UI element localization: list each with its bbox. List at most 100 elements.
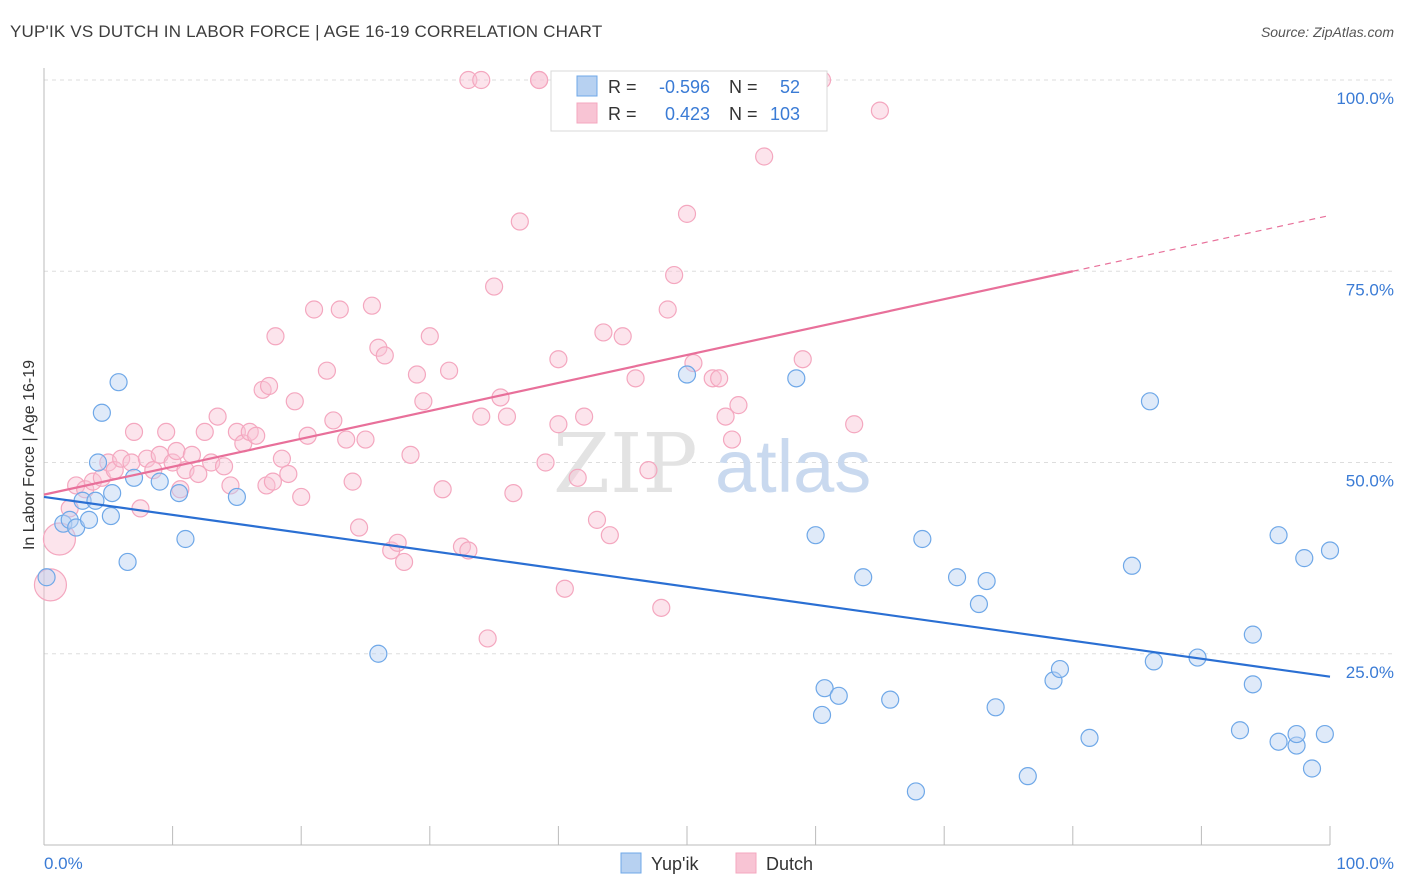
point-yupik-39 [1144,652,1163,671]
point-dutch-94 [755,147,774,166]
stats-legend: R = -0.596 N = 52 R = 0.423 N = 103 [550,70,828,132]
point-yupik-23 [815,679,834,698]
watermark: ZIP atlas [553,417,871,512]
point-yupik-50 [1315,724,1334,744]
trend-line-dutch [43,270,1074,496]
y-tick-label-3: 25.0% [1346,663,1394,682]
point-yupik-0 [37,568,56,587]
point-dutch-48 [349,518,369,537]
stats-legend-swatch-yupik [576,75,598,97]
stats-n-value-dutch: 103 [770,104,800,124]
point-yupik-48 [1295,549,1314,568]
point-yupik-8 [88,453,108,472]
point-yupik-36 [1080,728,1099,748]
point-yupik-45 [1269,732,1288,751]
point-dutch-98 [459,70,478,90]
point-dutch-36 [266,327,285,346]
point-dutch-50 [362,296,382,315]
point-dutch-34 [259,376,279,396]
point-yupik-35 [1050,659,1070,679]
y-tick-label-2: 50.0% [1346,472,1394,491]
point-dutch-27 [221,476,240,495]
point-yupik-15 [169,484,189,503]
point-yupik-16 [176,529,195,549]
point-dutch-84 [652,598,671,617]
point-yupik-49 [1302,759,1322,778]
y-axis-label: In Labor Force | Age 16-19 [21,360,38,550]
point-dutch-76 [568,468,587,487]
point-yupik-33 [1018,767,1037,786]
series-legend: Yup'ik Dutch [620,852,813,874]
x-tick-label-min: 0.0% [44,854,83,873]
point-yupik-38 [1140,392,1160,411]
point-yupik-9 [101,506,120,526]
point-yupik-27 [906,782,926,801]
point-dutch-18 [167,441,186,461]
point-dutch-10 [122,453,141,472]
point-yupik-47 [1287,724,1306,744]
dutch-points [33,70,890,648]
point-dutch-81 [613,327,632,346]
point-yupik-20 [787,369,806,388]
point-yupik-7 [92,403,111,422]
point-yupik-44 [1269,526,1288,545]
point-dutch-56 [401,445,420,464]
point-dutch-78 [587,510,607,529]
point-dutch-9 [112,449,131,468]
stats-r-value-yupik: -0.596 [659,77,710,97]
point-dutch-97 [870,101,890,120]
trend-line-yupik [43,495,1331,678]
point-dutch-42 [304,300,324,319]
point-dutch-66 [485,277,504,296]
point-yupik-42 [1243,625,1262,644]
point-dutch-69 [504,484,523,503]
point-dutch-11 [124,422,144,441]
point-yupik-34 [1044,671,1063,690]
point-dutch-47 [343,472,362,491]
point-dutch-68 [497,407,517,426]
point-dutch-35 [263,472,283,491]
chart-title: YUP'IK VS DUTCH IN LABOR FORCE | AGE 16-… [10,22,603,41]
point-dutch-61 [439,361,459,380]
point-yupik-14 [150,472,169,491]
point-yupik-13 [124,468,144,487]
point-dutch-39 [285,392,304,411]
point-yupik-22 [812,705,832,725]
point-dutch-75 [555,579,574,598]
point-dutch-70 [510,212,529,231]
point-dutch-95 [793,350,812,369]
y-tick-label-0: 100.0% [1336,89,1394,108]
point-yupik-17 [227,487,246,507]
point-yupik-29 [947,568,967,587]
point-dutch-72 [536,453,555,472]
point-dutch-40 [292,487,311,507]
point-dutch-91 [716,407,735,426]
point-dutch-99 [472,70,491,90]
point-dutch-93 [729,396,748,415]
point-dutch-45 [330,300,349,319]
point-dutch-12 [131,499,150,518]
legend-label-yupik: Yup'ik [651,854,699,874]
point-dutch-64 [472,407,491,426]
point-yupik-43 [1243,675,1262,694]
point-dutch-60 [433,480,452,499]
axes [43,68,1331,846]
point-dutch-82 [626,369,645,388]
point-dutch-54 [388,533,407,552]
point-dutch-86 [665,265,684,285]
point-yupik-31 [977,571,996,591]
legend-swatch-yupik [620,852,642,874]
point-dutch-55 [394,552,414,572]
point-yupik-11 [109,373,128,392]
stats-n-value-yupik: 52 [780,77,800,97]
stats-n-label-dutch: N = [729,104,758,124]
point-dutch-23 [195,422,214,441]
point-yupik-19 [677,365,697,384]
stats-n-label-yupik: N = [729,77,758,97]
point-dutch-96 [845,415,864,434]
source-label: Source: ZipAtlas.com [1260,24,1394,40]
point-yupik-25 [854,568,873,587]
point-yupik-26 [881,690,900,709]
legend-swatch-dutch [735,852,757,874]
